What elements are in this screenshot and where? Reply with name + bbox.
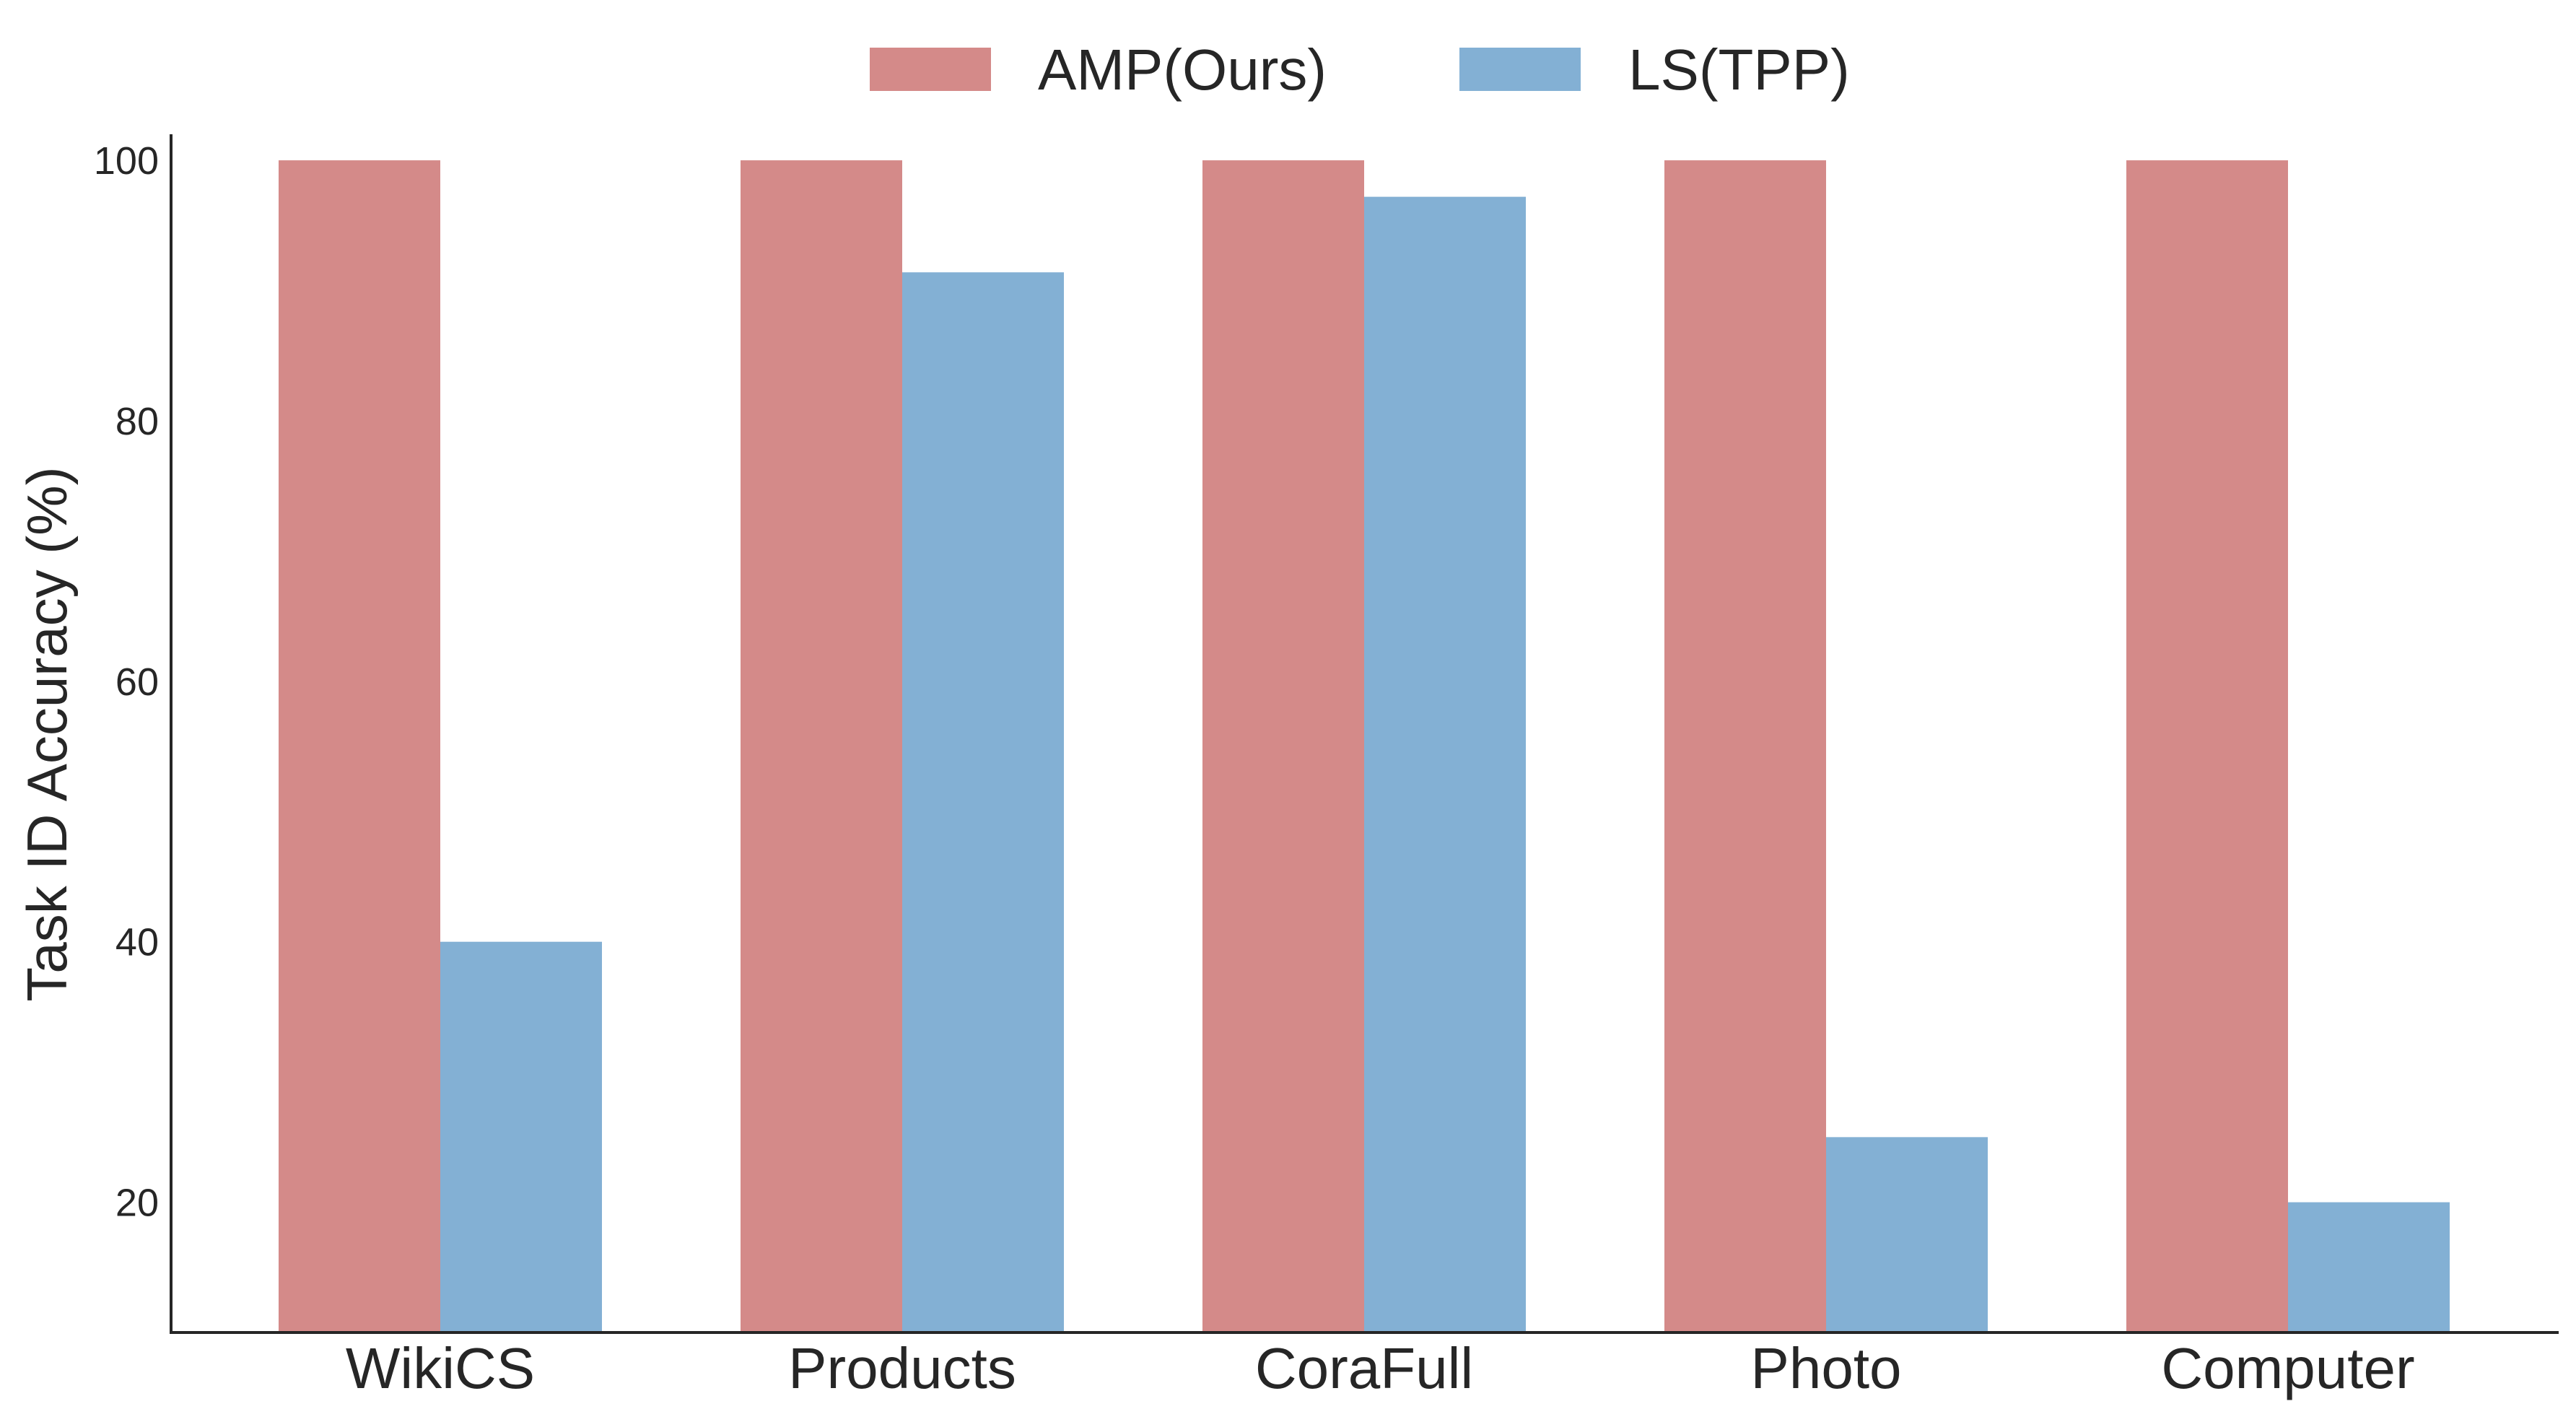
bar-products-series-1 xyxy=(902,272,1064,1332)
x-tick-label: WikiCS xyxy=(346,1336,535,1400)
y-tick-label: 100 xyxy=(94,139,159,183)
y-tick-label: 60 xyxy=(115,660,159,704)
bar-computer-series-1 xyxy=(2288,1202,2450,1332)
y-axis-label: Task ID Accuracy (%) xyxy=(15,466,79,1001)
bars-group xyxy=(279,160,2450,1333)
y-tick-labels: 20 40 60 80 100 xyxy=(94,139,159,1224)
bar-corafull-series-0 xyxy=(1202,160,1364,1333)
bar-computer-series-0 xyxy=(2126,160,2288,1333)
x-tick-label: Photo xyxy=(1750,1336,1901,1400)
bar-photo-series-0 xyxy=(1664,160,1826,1333)
x-tick-labels: WikiCS Products CoraFull Photo Computer xyxy=(346,1336,2415,1400)
axes-group xyxy=(170,134,2559,1334)
legend-label-series-1: LS(TPP) xyxy=(1628,38,1850,102)
legend-swatch-series-0 xyxy=(870,48,991,91)
x-tick-label: CoraFull xyxy=(1255,1336,1473,1400)
x-tick-label: Computer xyxy=(2161,1336,2414,1400)
bar-photo-series-1 xyxy=(1826,1137,1988,1332)
y-tick-label: 20 xyxy=(115,1182,159,1225)
bar-wikics-series-1 xyxy=(440,941,602,1332)
legend-label-series-0: AMP(Ours) xyxy=(1038,38,1327,102)
legend-swatch-series-1 xyxy=(1459,48,1581,91)
bar-corafull-series-1 xyxy=(1364,196,1526,1333)
bar-products-series-0 xyxy=(741,160,902,1333)
bar-wikics-series-0 xyxy=(279,160,440,1333)
y-tick-label: 40 xyxy=(115,921,159,964)
y-tick-label: 80 xyxy=(115,400,159,443)
x-tick-label: Products xyxy=(788,1336,1016,1400)
legend: AMP(Ours) LS(TPP) xyxy=(870,38,1850,102)
